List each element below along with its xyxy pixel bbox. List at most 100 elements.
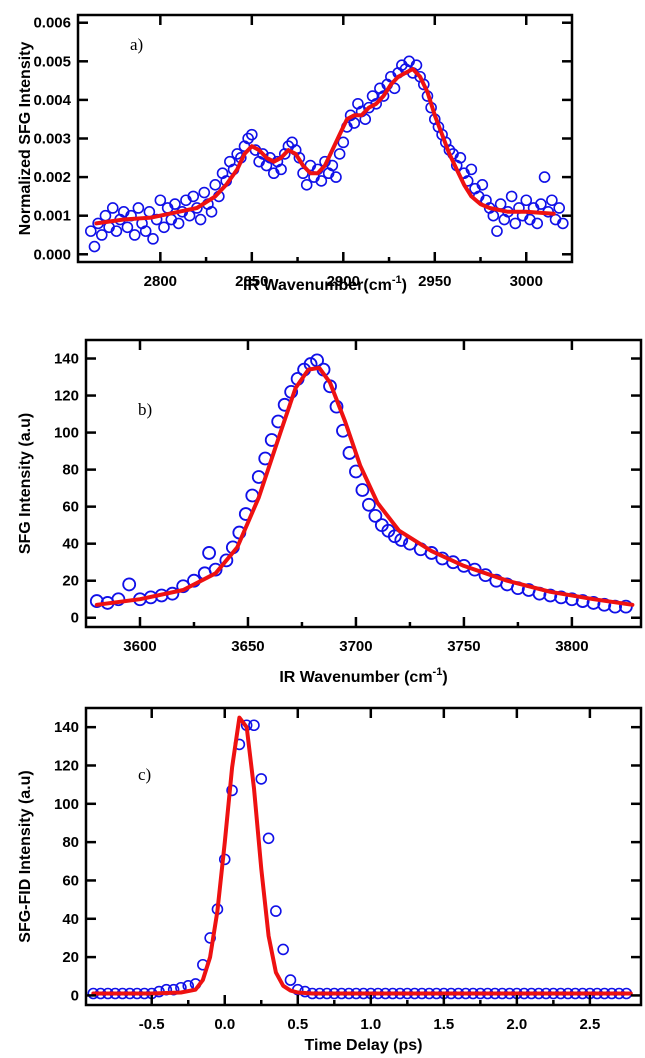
x-axis-label-main: IR Wavenumber(cm [243, 277, 392, 294]
data-point [315, 175, 328, 187]
y-tick-label: 120 [54, 757, 79, 774]
data-point [209, 179, 222, 191]
data-point [275, 163, 287, 176]
x-axis-label: IR Wavenumber(cm-1) [243, 274, 407, 294]
data-point [198, 186, 211, 199]
data-point [205, 206, 218, 218]
fit-curve [91, 715, 633, 996]
data-points [89, 353, 633, 614]
data-point [277, 943, 289, 956]
fit-curve [94, 365, 635, 607]
x-tick-label: 1.0 [360, 1016, 381, 1033]
data-point [330, 171, 342, 183]
data-point [557, 217, 569, 230]
data-point [246, 128, 258, 141]
y-tick-label: 40 [62, 536, 79, 553]
y-tick-label: 100 [54, 425, 79, 442]
data-point [531, 217, 544, 230]
data-point [121, 221, 134, 234]
y-tick-label: 0.004 [33, 92, 71, 109]
x-tick-label: 3650 [231, 638, 264, 655]
y-tick-label: 80 [62, 462, 79, 479]
x-axis-label-end: ) [402, 277, 407, 294]
data-point [553, 202, 565, 214]
data-point [546, 194, 558, 207]
y-tick-label: 0.006 [33, 15, 71, 32]
data-point [88, 240, 101, 253]
data-point [476, 179, 489, 191]
y-axis-label: SFG-FID Intensity (a.u) [17, 770, 34, 942]
data-point [333, 148, 346, 160]
data-point [106, 202, 119, 214]
data-point [169, 198, 181, 210]
y-tick-label: 0.003 [33, 131, 71, 148]
data-point [110, 225, 123, 237]
data-point [348, 117, 361, 129]
y-tick-label: 0.001 [33, 208, 71, 225]
x-tick-label: 2.5 [579, 1016, 600, 1033]
x-tick-label: 2850 [235, 273, 268, 290]
data-point [520, 194, 533, 207]
y-tick-label: 60 [62, 872, 79, 889]
data-point [139, 225, 152, 237]
x-tick-label: 2800 [144, 273, 177, 290]
data-point [370, 97, 383, 110]
x-tick-label: 1.5 [433, 1016, 454, 1033]
data-point [368, 509, 383, 523]
data-point [187, 190, 200, 203]
chart-panel-2: 3600 3650 3700 3750 3800 0 20 40 60 80 100 120 140 IR… [17, 338, 643, 686]
data-point [465, 163, 478, 176]
y-tick-label: 0.000 [33, 246, 71, 263]
y-tick-label: 0.002 [33, 169, 71, 186]
data-point [208, 562, 223, 577]
data-points [85, 55, 569, 253]
data-point [509, 217, 522, 230]
data-point [262, 832, 275, 845]
chart-panel-1: 2800 2850 2900 2950 3000 0.000 0.001 0.002 0.003… [17, 13, 574, 294]
plot-frame [84, 706, 643, 1007]
x-axis-label-superscript: -1 [433, 666, 443, 678]
data-point [538, 171, 551, 183]
y-tick-label: 0 [71, 987, 79, 1004]
panel-label: a) [130, 35, 143, 54]
data-point [219, 553, 234, 568]
y-tick-label: 20 [62, 573, 79, 590]
data-point [242, 132, 254, 145]
data-point [300, 179, 313, 191]
data-point [172, 217, 185, 230]
y-tick-label: 120 [54, 388, 79, 405]
x-tick-label: 3000 [510, 273, 543, 290]
data-point [154, 194, 167, 207]
y-tick-label: 0 [71, 610, 79, 627]
x-tick-label: 0.5 [287, 1016, 308, 1033]
x-tick-label: 3600 [123, 638, 156, 655]
data-point [535, 198, 547, 210]
x-tick-label: -0.5 [139, 1016, 165, 1033]
x-tick-label: 0.0 [214, 1016, 235, 1033]
chart-panel-3: -0.5 0.0 0.5 1.0 1.5 2.0 2.5 0 20 40 60 80 100 120 140… [17, 706, 643, 1054]
x-tick-label: 2900 [327, 273, 360, 290]
x-axis-label: IR Wavenumber (cm-1) [279, 666, 447, 686]
data-point [231, 148, 243, 160]
data-point [147, 233, 159, 245]
data-point [255, 773, 268, 785]
x-axis-label-superscript: -1 [392, 274, 402, 286]
data-point [417, 78, 430, 91]
plot-frame [76, 13, 574, 264]
data-point [270, 905, 282, 917]
data-point [454, 151, 467, 164]
data-point [248, 719, 260, 732]
data-point [128, 229, 141, 241]
y-tick-label: 60 [62, 499, 79, 516]
data-point [132, 202, 145, 214]
fit-curve [94, 67, 556, 226]
data-point [284, 974, 297, 986]
x-axis-label-main: IR Wavenumber (cm [279, 669, 432, 686]
data-point [491, 225, 503, 237]
x-axis-label-main: Time Delay (ps) [305, 1037, 423, 1054]
x-tick-label: 2950 [418, 273, 451, 290]
data-point [85, 225, 97, 237]
data-point [326, 159, 339, 172]
y-tick-label: 40 [62, 911, 79, 928]
